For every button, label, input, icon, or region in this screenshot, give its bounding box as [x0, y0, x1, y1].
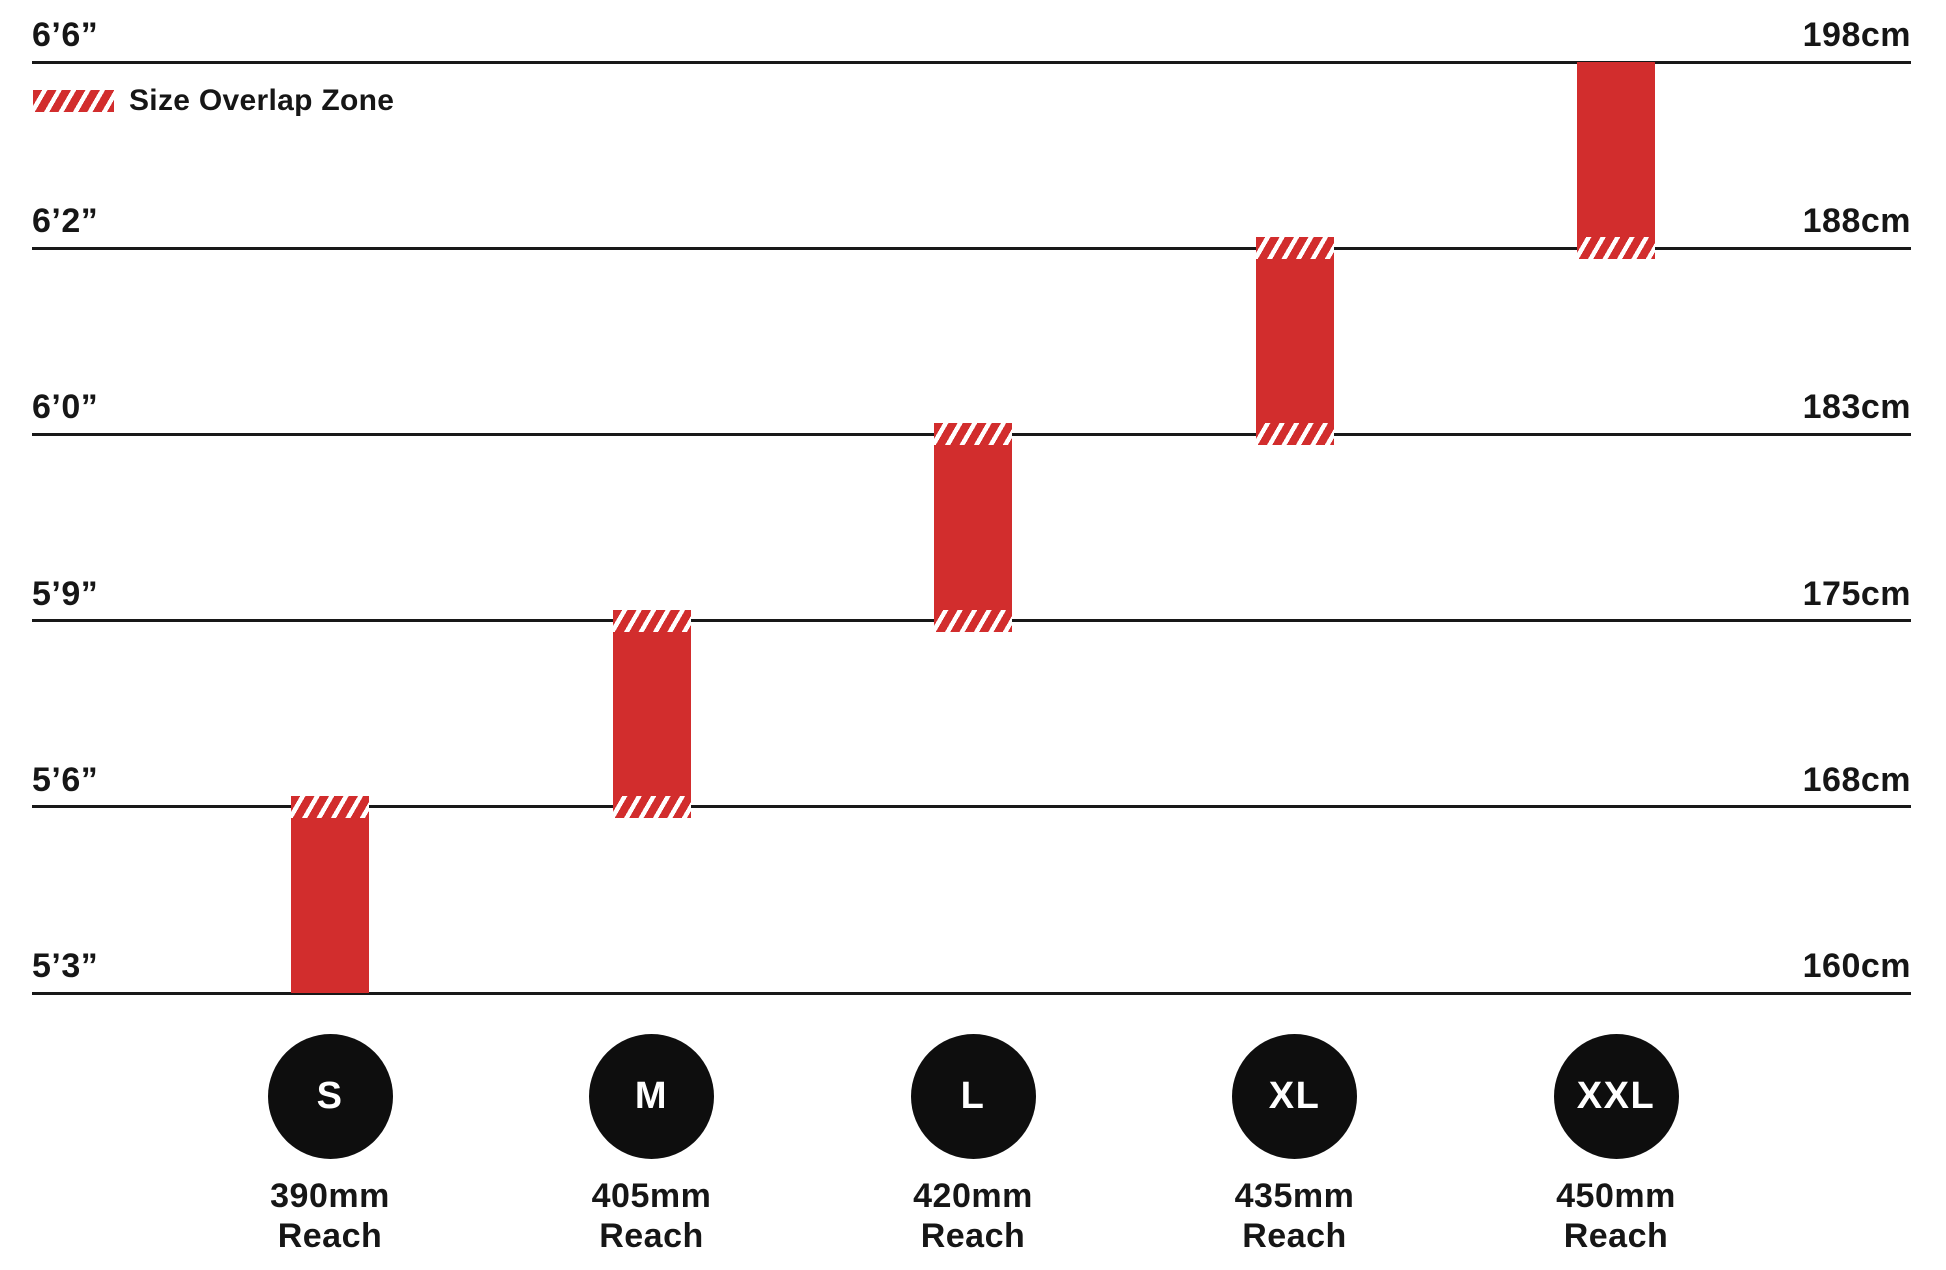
- height-gridline: [32, 991, 1911, 995]
- size-badge-s: S: [267, 1033, 393, 1159]
- overlap-zone-hatch-bottom: [934, 609, 1012, 632]
- size-badge-xl: XL: [1232, 1033, 1357, 1159]
- size-badge-label: XXL: [1576, 1074, 1656, 1117]
- reach-value: 420mm: [913, 1177, 1033, 1215]
- height-tick-metric: 183cm: [1802, 388, 1911, 427]
- height-tick-imperial: 5’3”: [32, 947, 99, 985]
- size-badge-label: M: [634, 1074, 669, 1117]
- height-gridline: [32, 246, 1911, 250]
- height-tick-imperial: 5’6”: [32, 760, 99, 799]
- reach-word: Reach: [599, 1217, 704, 1255]
- reach-label-m: 405mm Reach: [592, 1176, 712, 1256]
- size-badge-label: L: [960, 1074, 986, 1117]
- size-range-bar-xl: [1255, 237, 1334, 446]
- overlap-zone-swatch-icon: [33, 90, 114, 112]
- height-tick-metric: 198cm: [1802, 16, 1911, 54]
- reach-word: Reach: [277, 1217, 383, 1255]
- reach-value: 390mm: [270, 1177, 390, 1215]
- reach-label-l: 420mm Reach: [913, 1176, 1033, 1256]
- height-tick-metric: 168cm: [1802, 760, 1911, 799]
- overlap-zone-hatch-top: [291, 795, 369, 818]
- height-tick-imperial: 6’2”: [32, 202, 99, 241]
- size-range-bar-l: [934, 423, 1012, 632]
- reach-word: Reach: [1242, 1217, 1347, 1255]
- size-badge-xxl: XXL: [1553, 1033, 1679, 1159]
- reach-word: Reach: [920, 1217, 1026, 1255]
- overlap-zone-hatch-top: [612, 609, 691, 632]
- reach-value: 450mm: [1556, 1177, 1676, 1215]
- height-tick-imperial: 5’9”: [32, 574, 99, 613]
- height-tick-imperial: 6’0”: [32, 388, 99, 427]
- overlap-zone-hatch-bottom: [1577, 237, 1655, 260]
- overlap-zone-hatch-top: [934, 423, 1012, 446]
- height-tick-metric: 188cm: [1802, 202, 1911, 241]
- reach-value: 405mm: [591, 1177, 712, 1215]
- size-badge-label: XL: [1268, 1074, 1321, 1117]
- height-gridline: [32, 805, 1911, 809]
- height-tick-imperial: 6’6”: [32, 16, 99, 54]
- size-range-bar-s: [291, 795, 369, 993]
- legend: Size Overlap Zone: [33, 84, 394, 118]
- legend-label: Size Overlap Zone: [129, 84, 395, 117]
- size-badge-m: M: [589, 1033, 714, 1159]
- reach-word: Reach: [1563, 1217, 1669, 1255]
- size-range-bar-m: [612, 609, 691, 818]
- reach-label-xxl: 450mm Reach: [1556, 1176, 1676, 1256]
- overlap-zone-hatch-top: [1255, 237, 1334, 260]
- size-badge-label: S: [316, 1074, 344, 1117]
- reach-label-s: 390mm Reach: [270, 1176, 390, 1256]
- overlap-zone-hatch-bottom: [1255, 423, 1334, 446]
- reach-label-xl: 435mm Reach: [1235, 1176, 1355, 1256]
- height-gridline: [32, 60, 1911, 64]
- reach-value: 435mm: [1234, 1177, 1355, 1215]
- size-range-bar-xxl: [1577, 62, 1655, 260]
- overlap-zone-hatch-bottom: [612, 795, 691, 818]
- size-badge-l: L: [910, 1033, 1036, 1159]
- height-tick-metric: 175cm: [1802, 574, 1911, 613]
- height-tick-metric: 160cm: [1802, 947, 1911, 985]
